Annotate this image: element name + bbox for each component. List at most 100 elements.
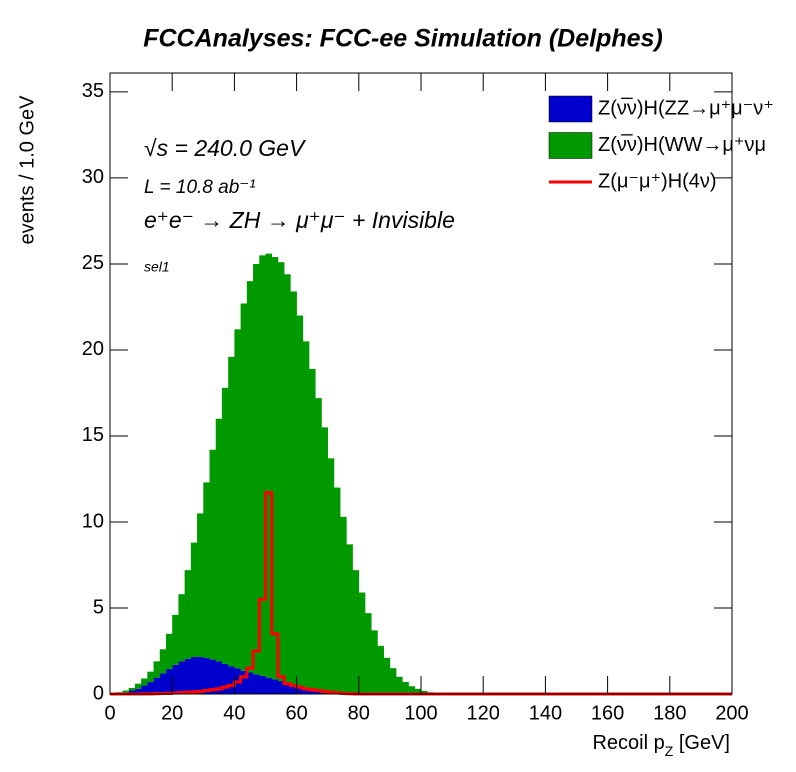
legend-label: Z(μ⁻μ⁺)H(4ν) (598, 170, 717, 192)
hist-bar (265, 253, 273, 678)
y-tick-label: 20 (82, 338, 104, 360)
hist-bar (228, 356, 235, 667)
legend-swatch (548, 132, 593, 159)
hist-bar (296, 315, 304, 687)
hist-bar (396, 676, 403, 694)
hist-bar (209, 449, 217, 660)
hist-bar (203, 657, 210, 694)
hist-bar (234, 329, 241, 669)
hist-bar (290, 291, 297, 685)
hist-bar (259, 255, 266, 676)
hist-bar (190, 657, 198, 694)
x-tick-label: 0 (104, 702, 115, 724)
hist-bar (377, 645, 384, 694)
hist-bar (209, 659, 217, 694)
hist-bar (221, 663, 229, 694)
hist-bar (309, 368, 316, 689)
x-tick-label: 100 (404, 702, 437, 724)
hist-bar (141, 678, 148, 686)
hist-bar (302, 687, 310, 694)
hist-bar (147, 671, 154, 682)
y-tick-label: 10 (82, 510, 104, 532)
x-tick-label: 40 (223, 702, 245, 724)
hist-bar (246, 672, 254, 694)
hist-bar (190, 542, 198, 658)
hist-bar (240, 303, 248, 671)
hist-bar (271, 679, 279, 694)
hist-bar (128, 687, 136, 691)
hist-bar (296, 686, 304, 694)
annotation: √s = 240.0 GeV (144, 135, 307, 161)
hist-bar (153, 677, 161, 694)
y-tick-label: 0 (93, 682, 104, 704)
hist-bar (153, 661, 161, 678)
x-label-part: [GeV] (673, 732, 730, 754)
hist-bar (371, 630, 378, 694)
hist-bar (259, 675, 266, 694)
hist-bar (414, 688, 422, 694)
hist-bar (309, 688, 316, 694)
hist-bar (271, 257, 279, 680)
x-tick-label: 140 (529, 702, 562, 724)
hist-bar (265, 677, 273, 694)
hist-bar (172, 614, 179, 665)
hist-bar (246, 281, 254, 673)
x-label-sub: Z (665, 743, 674, 759)
annotation: sel1 (144, 259, 170, 275)
x-tick-label: 80 (348, 702, 370, 724)
hist-bar (315, 398, 322, 690)
hist-bar (253, 263, 260, 675)
hist-bar (172, 664, 179, 694)
hist-bar (197, 657, 204, 694)
hist-bar (159, 649, 167, 674)
x-tick-label: 60 (285, 702, 307, 724)
hist-bar (228, 666, 235, 694)
hist-bar (215, 418, 223, 662)
y-tick-label: 15 (82, 424, 104, 446)
y-tick-label: 30 (82, 166, 104, 188)
y-tick-label: 5 (93, 596, 104, 618)
hist-bar (340, 516, 347, 693)
hist-bar (383, 657, 391, 694)
hist-bar (134, 688, 142, 694)
hist-bar (302, 341, 310, 688)
x-tick-label: 160 (591, 702, 624, 724)
legend-label: Z(ν̅ν)H(WW→μ⁺νμ (598, 133, 766, 156)
hist-bar (421, 690, 428, 694)
hist-bar (221, 387, 229, 664)
y-tick-label: 25 (82, 252, 104, 274)
hist-bar (365, 613, 372, 694)
hist-bar (178, 594, 185, 662)
hist-bar (253, 674, 260, 694)
legend-label: Z(ν̅ν)H(ZZ→μ⁺μ⁻ν⁺ (598, 96, 774, 119)
hist-bar (141, 685, 148, 694)
hist-bar (215, 661, 223, 694)
y-tick-label: 35 (82, 80, 104, 102)
y-axis-label: events / 1.0 GeV (16, 95, 38, 245)
hist-bar (134, 683, 142, 689)
x-label-part: Recoil p (592, 732, 664, 754)
hist-bar (277, 262, 285, 682)
x-tick-label: 180 (653, 702, 686, 724)
hist-bar (408, 686, 416, 694)
hist-bar (240, 670, 248, 694)
hist-bar (352, 570, 360, 694)
hist-bar (197, 513, 204, 658)
x-tick-label: 20 (161, 702, 183, 724)
hist-bar (203, 482, 210, 658)
hist-bar (165, 669, 173, 694)
hist-bar (321, 427, 328, 691)
hist-bar (346, 544, 353, 694)
hist-bar (122, 690, 129, 693)
x-tick-label: 200 (715, 702, 748, 724)
hist-bar (327, 458, 335, 692)
legend-swatch (548, 95, 593, 123)
annotation: e⁺e⁻ → ZH → μ⁺μ⁻ + Invisible (144, 207, 455, 233)
chart-title: FCCAnalyses: FCC-ee Simulation (Delphes) (143, 25, 663, 53)
hist-bar (184, 570, 192, 659)
hist-bar (147, 681, 154, 694)
hist-bar (284, 274, 291, 683)
hist-bar (284, 682, 291, 694)
hist-bar (333, 487, 341, 693)
